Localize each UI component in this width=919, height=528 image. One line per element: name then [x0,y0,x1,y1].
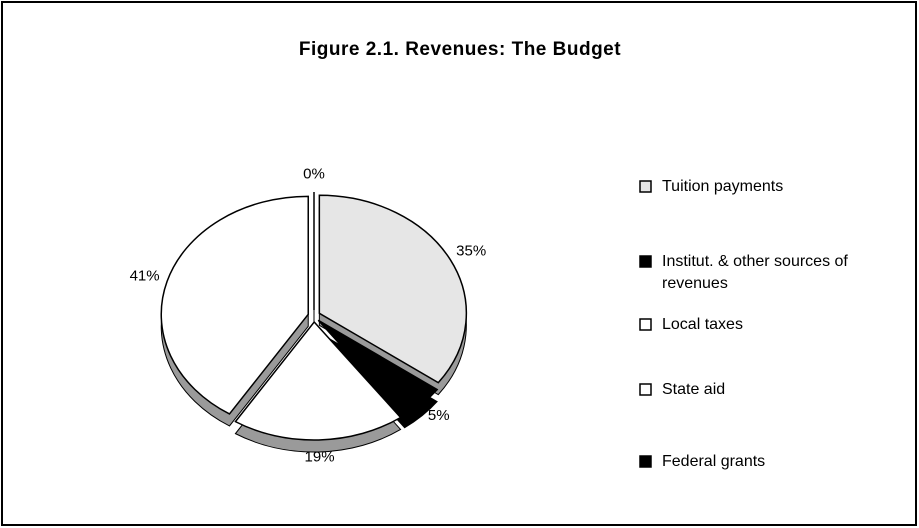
data-label: 35% [456,243,486,260]
legend-label: Local taxes [662,316,743,333]
legend-swatch [639,255,652,268]
legend-swatch [639,383,652,396]
pie-slice [234,320,402,441]
legend-label: Federal grants [662,453,766,470]
data-label: 19% [305,448,335,465]
data-label: 41% [130,267,160,284]
legend-swatch [639,180,652,193]
legend-swatch [639,318,652,331]
legend-label: Tuition payments [662,178,784,195]
pie-slice [160,195,309,415]
chart-title: Figure 2.1. Revenues: The Budget [299,39,621,60]
legend-swatch [639,455,652,468]
legend-label: State aid [662,381,726,398]
pie-slice [318,194,468,384]
pie-slice [317,319,439,417]
data-label: 0% [303,165,325,182]
legend-label: Institut. & other sources of revenues [662,253,848,292]
data-label: 5% [428,407,450,424]
